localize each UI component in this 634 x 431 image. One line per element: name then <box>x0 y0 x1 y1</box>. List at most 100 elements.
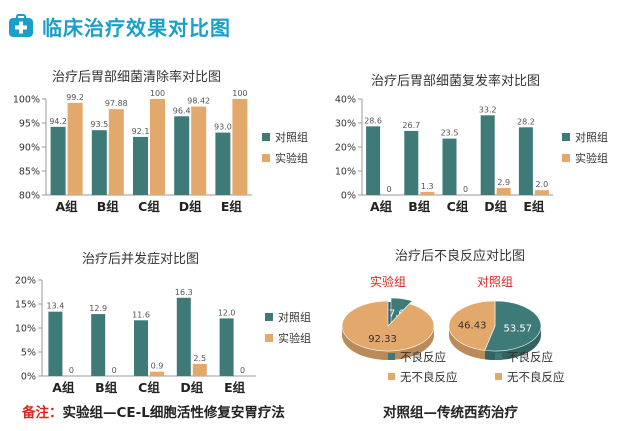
bar-control <box>366 126 381 195</box>
y-tick-label: 100% <box>13 95 40 106</box>
bar-experiment <box>150 99 165 195</box>
legend-swatch-control <box>562 133 570 141</box>
legend-swatch-control <box>495 353 502 360</box>
footnote-label: 备注： <box>22 405 63 421</box>
footnote-experiment: 实验组—CE-L细胞活性修复安胃疗法 <box>62 405 285 421</box>
data-label-experiment: 97.88 <box>105 99 128 108</box>
data-label-control: 12.0 <box>218 308 236 317</box>
pie-slice <box>448 300 496 351</box>
data-label-experiment: 100 <box>150 89 165 98</box>
x-tick-label: C组 <box>138 199 160 214</box>
x-tick-label: E组 <box>224 380 246 395</box>
legend-swatch-control <box>388 353 395 360</box>
page-title: 临床治疗效果对比图 <box>42 15 231 40</box>
x-tick-label: B组 <box>97 199 120 214</box>
bar-control <box>91 130 107 195</box>
pie-slice <box>390 297 413 324</box>
x-tick-label: E组 <box>523 199 545 214</box>
y-tick-label: 0% <box>21 372 36 383</box>
x-tick-label: C组 <box>447 199 469 214</box>
legend-label-no-adverse: 无不良反应 <box>507 370 565 384</box>
pie-slice-label: 53.57 <box>504 323 533 334</box>
footnote: 备注：实验组—CE-L细胞活性修复安胃疗法 <box>22 401 285 421</box>
data-label-experiment: 0.9 <box>151 362 164 371</box>
data-label-experiment: 2.0 <box>536 180 549 189</box>
y-tick-label: 20% <box>15 276 36 287</box>
chart-3-title: 治疗后并发症对比图 <box>82 252 200 267</box>
data-label-experiment: 2.5 <box>193 354 206 363</box>
bar-control <box>174 116 190 195</box>
x-tick-label: A组 <box>370 199 393 214</box>
x-tick-label: D组 <box>180 380 203 395</box>
y-tick-label: 0% <box>341 191 356 202</box>
chart-recurrence-rate: 0% 10% 20% 30% 40% 28.6 0 A组 26.7 1.3 B组 23.5 0 C组 33.… <box>335 95 608 215</box>
legend-label-control: 对照组 <box>575 130 608 144</box>
y-tick-label: 90% <box>19 143 40 154</box>
data-label-experiment: 1.3 <box>421 182 434 191</box>
bar-control <box>48 311 63 376</box>
chart-4-title: 治疗后不良反应对比图 <box>395 249 526 264</box>
bar-experiment <box>191 106 207 195</box>
pie-name: 对照组 <box>477 275 513 289</box>
data-label-experiment: 0 <box>112 366 117 375</box>
legend-label-control: 对照组 <box>275 130 308 144</box>
data-label-experiment: 99.2 <box>66 93 84 102</box>
chart-adverse-reactions: 7.6792.33实验组53.5746.43对照组不良反应无不良反应不良反应无不… <box>341 274 565 384</box>
pie-slice <box>341 300 435 352</box>
data-label-control: 92.1 <box>132 127 150 136</box>
data-label-control: 13.4 <box>46 302 64 311</box>
medical-kit-icon <box>9 14 33 37</box>
bar-control <box>480 115 495 195</box>
data-label-control: 94.2 <box>49 117 67 126</box>
bar-experiment <box>150 371 164 376</box>
chart-clearance-rate: 80% 85% 90% 95% 100% 94.2 99.2 A组 93.5 97.88 B组 92.… <box>13 89 308 214</box>
y-tick-label: 20% <box>335 143 356 154</box>
bar-control <box>442 138 457 195</box>
data-label-experiment: 0 <box>240 366 245 375</box>
legend-swatch-control <box>265 313 273 321</box>
data-label-control: 93.0 <box>214 123 232 132</box>
pie-name: 实验组 <box>370 274 406 289</box>
y-tick-label: 10% <box>15 324 36 335</box>
data-label-control: 93.5 <box>90 120 108 129</box>
bar-control <box>91 314 106 376</box>
pie-slice-label: 92.33 <box>368 334 397 345</box>
chart-1-title: 治疗后胃部细菌清除率对比图 <box>52 70 222 85</box>
data-label-experiment: 2.9 <box>497 178 510 187</box>
chart-2-title: 治疗后胃部细菌复发率对比图 <box>371 74 541 89</box>
bar-control <box>518 127 533 195</box>
legend-label-no-adverse: 无不良反应 <box>400 370 458 384</box>
legend-swatch-control <box>262 133 270 141</box>
legend-label-control: 对照组 <box>278 310 311 324</box>
bar-control <box>404 130 419 195</box>
legend-swatch-experiment <box>265 334 273 342</box>
footnote-control: 对照组—传统西药治疗 <box>383 405 518 421</box>
data-label-experiment: 0 <box>69 366 74 375</box>
legend-swatch-experiment <box>495 373 502 380</box>
legend-swatch-experiment <box>562 154 570 162</box>
data-label-experiment: 0 <box>463 185 468 194</box>
legend-label-experiment: 实验组 <box>278 331 311 345</box>
bar-control <box>50 126 66 195</box>
legend-swatch-experiment <box>388 373 395 380</box>
bar-experiment <box>108 109 124 195</box>
y-tick-label: 5% <box>21 348 36 359</box>
x-tick-label: A组 <box>56 199 79 214</box>
bar-control <box>176 297 191 376</box>
data-label-control: 16.3 <box>175 288 193 297</box>
page-header: 临床治疗效果对比图 <box>8 10 231 42</box>
data-label-control: 26.7 <box>402 121 420 130</box>
data-label-control: 12.9 <box>89 304 107 313</box>
x-tick-label: B组 <box>408 199 431 214</box>
x-tick-label: D组 <box>179 199 202 214</box>
legend-swatch-experiment <box>262 154 270 162</box>
bar-experiment <box>534 190 549 195</box>
y-tick-label: 30% <box>335 119 356 130</box>
data-label-control: 23.5 <box>441 129 459 138</box>
chart-complications: 0% 5% 10% 15% 20% 13.4 0 A组 12.9 0 B组 11.6 0.9 C组 16.3… <box>15 276 311 396</box>
data-label-control: 28.2 <box>517 117 535 126</box>
data-label-control: 28.6 <box>364 116 382 125</box>
bar-control <box>219 318 234 376</box>
data-label-experiment: 98.42 <box>187 97 210 106</box>
legend-label-adverse: 不良反应 <box>400 350 446 364</box>
